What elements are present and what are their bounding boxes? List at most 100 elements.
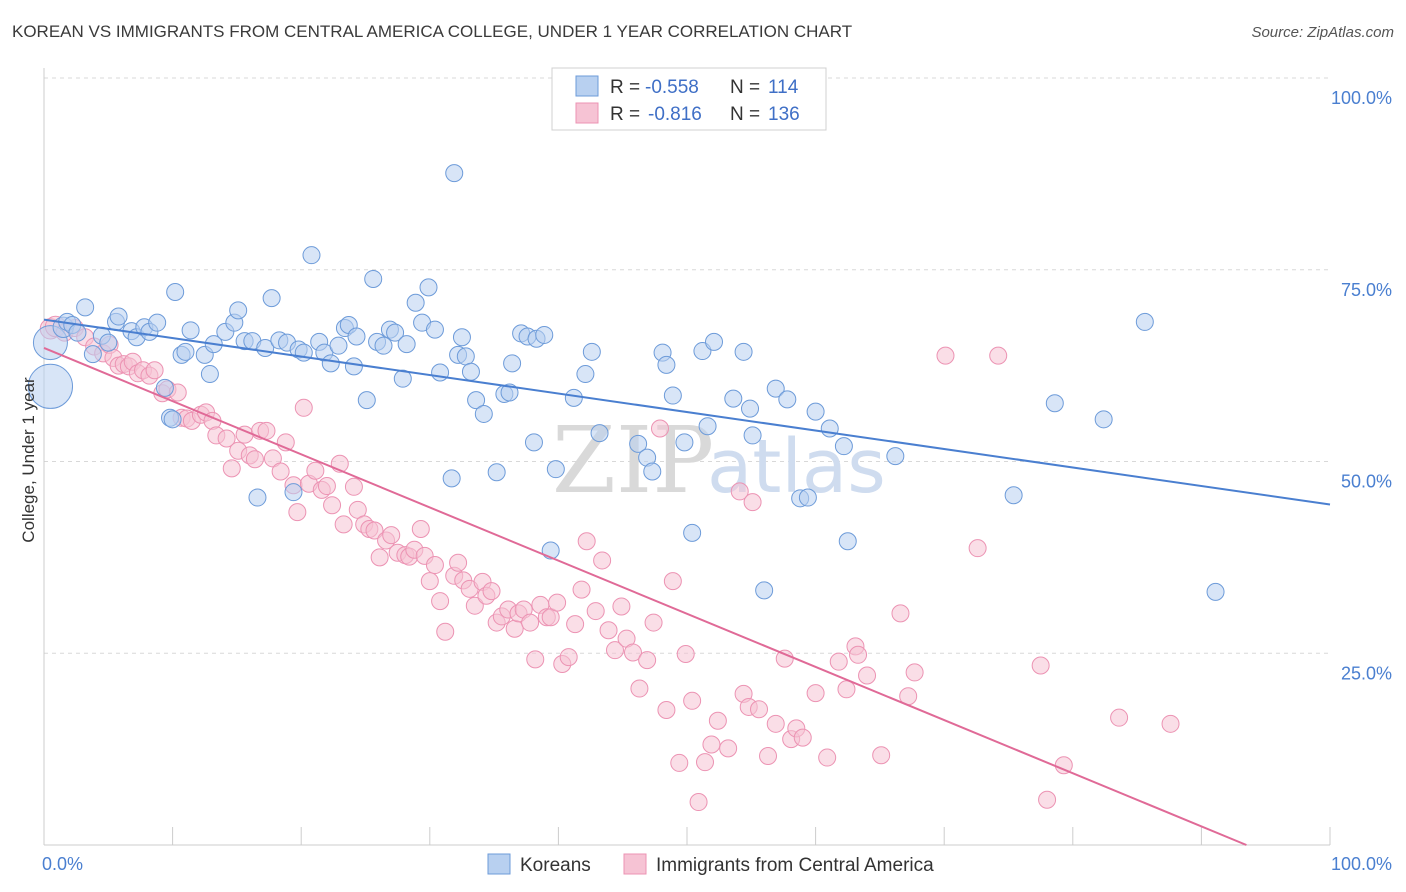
korean-point [344,357,363,376]
bottom-legend-koreans: Koreans [520,855,591,876]
immigrant-point [872,746,891,765]
korean-point [705,332,724,351]
immigrant-point [670,753,689,772]
legend-swatch-koreans [575,75,599,97]
immigrant-point [858,666,877,685]
immigrant-point [1161,714,1180,733]
korean-point [148,313,167,332]
korean-point [200,365,219,384]
korean-point [284,483,303,502]
x-tick-labels: 0.0% 100.0% [42,854,1392,874]
immigrant-point [317,477,336,496]
immigrant-point [559,648,578,667]
immigrant-point [676,645,695,664]
korean-point [445,164,464,183]
immigrant-point [306,461,325,480]
immigrant-point [905,663,924,682]
immigrant-point [689,793,708,812]
korean-point [386,323,405,342]
korean-point [76,298,95,317]
immigrant-point [612,597,631,616]
korean-point [302,246,321,265]
immigrant-point [683,691,702,710]
korean-point [461,362,480,381]
immigrant-point [593,551,612,570]
korean-point [1206,582,1225,601]
korean-point [629,434,648,453]
immigrant-point [271,462,290,481]
legend-n-label-2: N = [730,104,760,125]
korean-point [535,325,554,344]
immigrant-point [482,582,501,601]
immigrant-point [968,539,987,558]
immigrant-point [334,515,353,534]
immigrant-point [566,615,585,634]
immigrant-point [323,496,342,515]
immigrant-point [623,643,642,662]
korean-point [419,278,438,297]
korean-point [406,293,425,312]
korean-point [1004,486,1023,505]
korean-point [357,391,376,410]
immigrant-point [989,346,1008,365]
korean-point [590,424,609,443]
y-tick-label: 25.0% [1341,663,1392,683]
korean-point [397,335,416,354]
immigrant-point [750,700,769,719]
korean-point [724,389,743,408]
korean-point [155,378,174,397]
korean-point [834,437,853,456]
korean-point [564,388,583,407]
korean-point [806,402,825,421]
immigrant-point [288,503,307,522]
immigrant-point [638,651,657,670]
korean-point [838,532,857,551]
immigrant-point [449,553,468,572]
legend-n-value-1: 114 [768,77,799,98]
korean-point [1045,394,1064,413]
korean-point [798,488,817,507]
immigrant-point [708,711,727,730]
immigrant-point [431,592,450,611]
y-tick-label: 100.0% [1331,88,1392,108]
source-credit: Source: ZipAtlas.com [1251,24,1394,41]
korean-point [347,327,366,346]
correlation-legend: R = -0.558 N = 114 R = -0.816 N = 136 [551,67,827,131]
immigrant-point [365,521,384,540]
immigrant-point [436,622,455,641]
korean-point [524,433,543,452]
immigrant-point [505,619,524,638]
watermark-zip: ZIP [552,407,714,514]
korean-point [364,269,383,288]
korean-point [741,399,760,418]
immigrant-point [759,747,778,766]
korean-point [68,323,87,342]
bottom-legend-swatch-koreans [487,853,511,875]
korean-trend-line [43,318,1331,506]
korean-point [886,447,905,466]
korean-point [166,282,185,301]
immigrant-point [793,728,812,747]
bottom-legend-immigrants: Immigrants from Central America [656,855,934,876]
immigrant-point [630,679,649,698]
immigrant-point [644,613,663,632]
immigrant-point [222,459,241,478]
immigrant-point [719,739,738,758]
immigrant-trend-line [43,347,1247,846]
immigrant-point [572,580,591,599]
immigrant-point [1038,790,1057,809]
immigrant-point [657,701,676,720]
series-legend: Koreans Immigrants from Central America [487,853,934,876]
y-tick-labels: 25.0% 50.0% 75.0% 100.0% [1331,88,1392,683]
korean-point [500,383,519,402]
axes [43,68,1331,846]
immigrant-point [294,398,313,417]
korean-point [503,354,522,373]
korean-point [321,354,340,373]
immigrant-point [411,519,430,538]
immigrant-point [605,641,624,660]
korean-point [442,469,461,488]
legend-r-value-1: -0.558 [645,77,699,98]
immigrant-point [837,680,856,699]
korean-point [27,363,74,409]
